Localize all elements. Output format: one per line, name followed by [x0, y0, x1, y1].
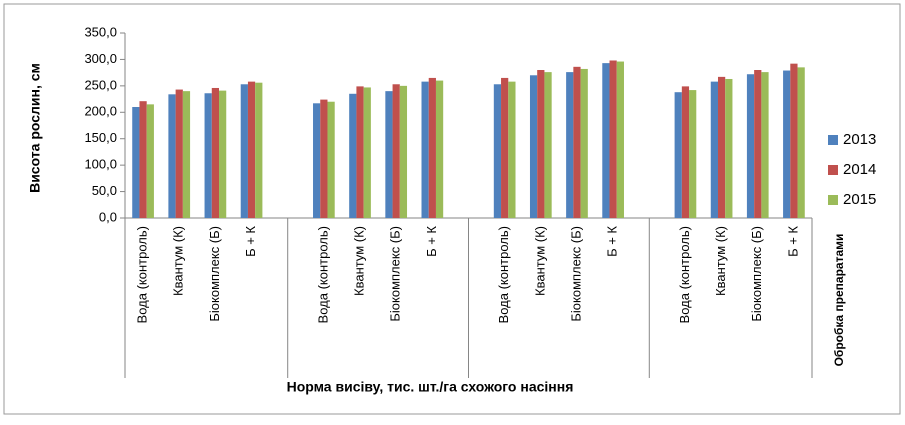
bar	[175, 89, 183, 218]
bar	[783, 70, 791, 219]
legend-swatch	[828, 165, 838, 175]
bar	[255, 82, 263, 218]
bar	[537, 70, 545, 218]
y-tick-label: 100,0	[84, 157, 117, 172]
bar	[580, 68, 588, 218]
legend-swatch	[828, 195, 838, 205]
bar	[204, 93, 212, 218]
bar	[219, 90, 227, 218]
x-tick-label: Біокомплекс (Б)	[749, 226, 764, 322]
bar	[689, 90, 697, 218]
x-tick-label: Вода (контроль)	[677, 226, 692, 323]
bar	[609, 60, 617, 218]
x-tick-label: Б + К	[785, 226, 800, 257]
bar	[710, 81, 718, 218]
bar	[146, 104, 154, 218]
x-tick-label: Квантум (К)	[171, 226, 186, 296]
y-axis-title: Висота рослин, см	[27, 63, 43, 193]
x-tick-label: Біокомплекс (Б)	[207, 226, 222, 322]
bar	[211, 87, 220, 218]
bar	[182, 91, 191, 218]
x-tick-label: Б + К	[605, 226, 620, 257]
y-tick-label: 300,0	[84, 51, 117, 66]
y-tick-label: 200,0	[84, 104, 117, 119]
bar	[363, 87, 371, 218]
legend-label: 2014	[843, 161, 876, 178]
bar	[529, 75, 538, 219]
bar	[602, 63, 610, 218]
x-tick-label: Квантум (К)	[532, 226, 547, 296]
x-tick-label: Квантум (К)	[713, 226, 728, 296]
x-tick-label: Квантум (К)	[351, 226, 366, 296]
x-tick-label: Вода (контроль)	[496, 226, 511, 323]
secondary-axis-title: Обробка препаратами	[832, 234, 846, 367]
bar	[493, 84, 502, 219]
bar	[746, 74, 755, 218]
bar	[132, 107, 140, 218]
legend-label: 2015	[843, 191, 876, 208]
bar	[247, 81, 256, 218]
bar	[385, 91, 393, 218]
bar	[399, 85, 408, 218]
bar	[421, 81, 429, 218]
bar	[717, 76, 726, 218]
bar	[681, 86, 690, 218]
y-tick-label: 150,0	[84, 130, 117, 145]
bar	[544, 72, 552, 218]
bar	[797, 67, 805, 218]
y-tick-label: 0,0	[99, 209, 117, 224]
bar	[428, 77, 436, 218]
bar	[725, 78, 733, 218]
legend-label: 2013	[843, 131, 876, 148]
y-tick-label: 50,0	[92, 183, 117, 198]
bar	[356, 86, 364, 218]
bar	[790, 63, 798, 219]
legend-swatch	[828, 135, 838, 145]
bar	[501, 77, 509, 218]
x-tick-label: Б + К	[243, 226, 258, 257]
bar	[320, 99, 328, 218]
bar	[168, 94, 176, 218]
x-tick-label: Біокомплекс (Б)	[568, 226, 583, 322]
y-tick-label: 350,0	[84, 24, 117, 39]
bar	[616, 61, 624, 218]
bar	[313, 103, 321, 218]
x-tick-label: Біокомплекс (Б)	[388, 226, 403, 322]
bar	[508, 81, 516, 218]
y-tick-label: 250,0	[84, 77, 117, 92]
bar	[240, 84, 248, 219]
x-tick-label: Вода (контроль)	[315, 226, 330, 323]
bar	[392, 84, 400, 219]
bar	[674, 92, 682, 218]
bar	[754, 70, 762, 218]
x-tick-label: Вода (контроль)	[135, 226, 150, 323]
bar	[435, 80, 444, 218]
bar	[573, 66, 581, 218]
bar	[349, 93, 357, 218]
bar	[327, 101, 335, 218]
bar	[761, 72, 769, 218]
bar	[139, 101, 147, 218]
x-tick-label: Б + К	[424, 226, 439, 257]
bar	[566, 72, 574, 218]
x-axis-title: Норма висіву, тис. шт./га схожого насінн…	[287, 379, 574, 395]
